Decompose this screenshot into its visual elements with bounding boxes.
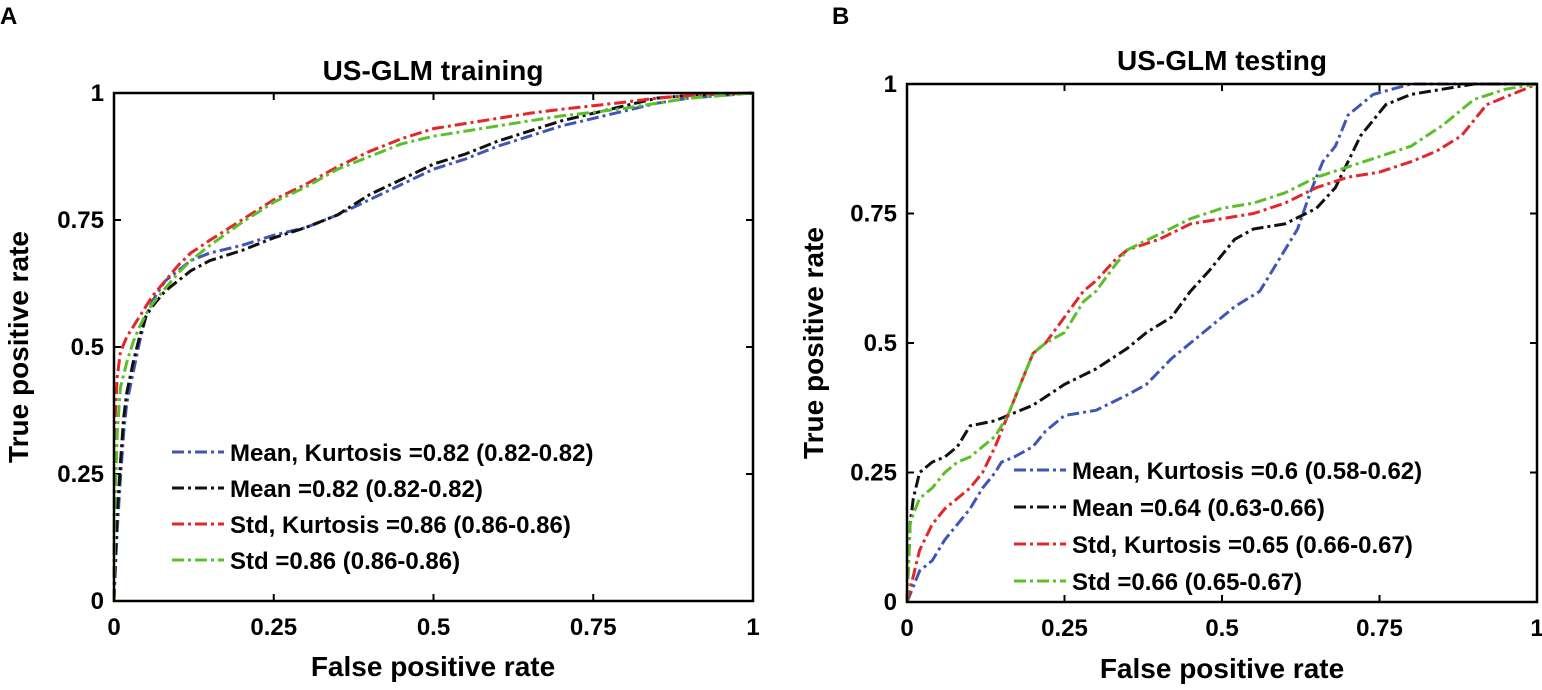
legend-label: Std, Kurtosis =0.65 (0.66-0.67) [1072, 532, 1413, 559]
roc-curves [905, 82, 1538, 603]
roc-curve-3 [905, 82, 1538, 603]
legend-label: Std =0.66 (0.65-0.67) [1072, 569, 1302, 596]
chart-title: US-GLM testing [1117, 45, 1327, 76]
legend-label: Mean =0.64 (0.63-0.66) [1072, 495, 1325, 522]
legend-label: Std, Kurtosis =0.86 (0.86-0.86) [230, 512, 571, 539]
y-axis-label: True positive rate [3, 231, 34, 463]
legend: Mean, Kurtosis =0.6 (0.58-0.62) Mean =0.6… [1014, 458, 1422, 596]
x-tick-label: 0.75 [570, 614, 617, 641]
legend: Mean, Kurtosis =0.82 (0.82-0.82) Mean =0.… [172, 440, 594, 575]
y-tick-label: 0.25 [57, 461, 104, 488]
x-tick-label: 0.25 [1041, 615, 1088, 642]
roc-curve-1 [905, 82, 1537, 603]
x-tick-label: 0 [900, 615, 913, 642]
panel-letter: A [0, 3, 17, 30]
roc-curve-0 [112, 91, 754, 602]
x-tick-label: 0.25 [250, 614, 297, 641]
y-tick-label: 0.75 [57, 207, 104, 234]
y-tick-label: 0.5 [71, 334, 104, 361]
roc-curve-3 [112, 91, 754, 602]
tick-labels: 00 0.25 0.25 0.5 0.5 0.75 0.75 1 1 [850, 71, 1542, 642]
roc-curves [112, 91, 754, 602]
x-tick-label: 0.5 [417, 614, 450, 641]
plot-frame [112, 91, 755, 603]
legend-label: Std =0.86 (0.86-0.86) [230, 548, 460, 575]
roc-curve-0 [905, 82, 1537, 603]
x-axis-label: False positive rate [311, 651, 555, 682]
legend-label: Mean, Kurtosis =0.6 (0.58-0.62) [1072, 458, 1422, 485]
x-tick-label: 0 [107, 614, 120, 641]
panel-letter: B [832, 3, 849, 30]
x-tick-label: 1 [1530, 615, 1542, 642]
plot-frame [905, 82, 1539, 604]
y-tick-label: 0.25 [850, 460, 897, 487]
roc-curve-2 [905, 82, 1538, 603]
y-tick-label: 0 [91, 588, 104, 615]
tick-labels: 00 0.25 0.25 0.5 0.5 0.75 0.75 1 1 [57, 80, 759, 641]
panel-a: A US-GLM training False positive rate Tr… [0, 3, 760, 682]
y-tick-label: 0 [884, 589, 897, 616]
y-tick-label: 1 [884, 71, 897, 98]
x-axis-label: False positive rate [1100, 653, 1344, 684]
x-tick-label: 0.75 [1356, 615, 1403, 642]
legend-label: Mean, Kurtosis =0.82 (0.82-0.82) [230, 440, 594, 467]
y-tick-label: 0.75 [850, 201, 897, 228]
x-tick-label: 1 [746, 614, 759, 641]
chart-title: US-GLM training [323, 55, 544, 86]
roc-curve-2 [112, 91, 754, 602]
legend-label: Mean =0.82 (0.82-0.82) [230, 476, 483, 503]
panel-b: B US-GLM testing False positive rate Tru… [798, 3, 1542, 684]
x-tick-label: 0.5 [1205, 615, 1238, 642]
y-tick-label: 1 [91, 80, 104, 107]
y-axis-label: True positive rate [798, 227, 829, 459]
y-tick-label: 0.5 [864, 330, 897, 357]
